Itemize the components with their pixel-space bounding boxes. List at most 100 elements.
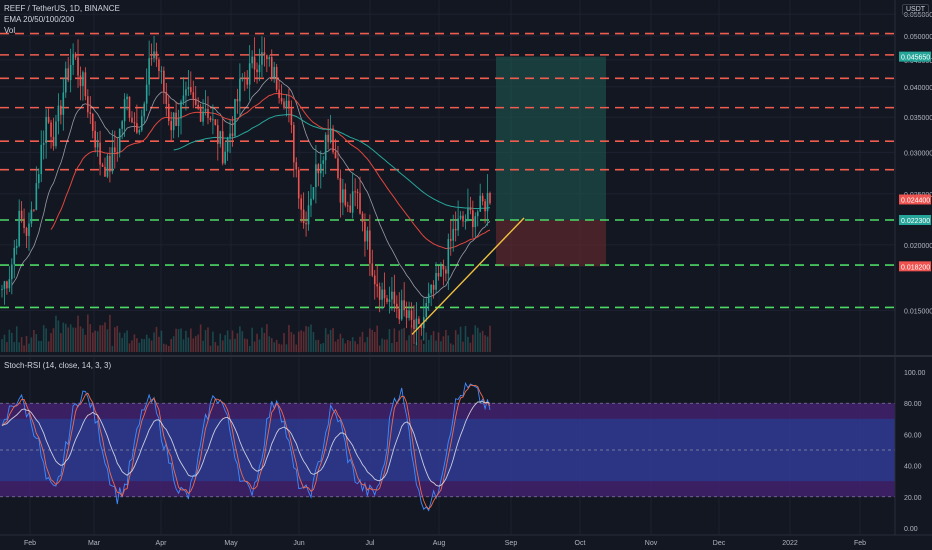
trendline[interactable] — [411, 217, 525, 335]
candle-body — [410, 310, 413, 320]
price-tick-label: 0.040000 — [904, 85, 932, 92]
volume-bar — [116, 325, 119, 352]
candle-body — [445, 269, 447, 274]
time-tick-label: May — [224, 540, 238, 547]
price-tag — [899, 194, 931, 205]
candle-body — [346, 205, 349, 207]
volume-bar — [243, 338, 246, 352]
candle-body — [484, 201, 486, 212]
candle-body — [317, 164, 320, 174]
candle-body — [322, 160, 325, 164]
price-tag — [899, 51, 931, 62]
volume-bar — [312, 331, 315, 352]
candle-body — [190, 87, 192, 93]
volume-bar — [6, 341, 8, 352]
volume-bar — [371, 329, 374, 352]
candle-body — [329, 128, 332, 142]
candle-body — [187, 87, 190, 90]
volume-bar — [344, 343, 347, 352]
candle-body — [464, 221, 467, 223]
volume-bar — [440, 341, 442, 352]
candle-body — [11, 264, 13, 280]
candle-body — [481, 195, 484, 202]
candle-body — [199, 108, 202, 122]
volume-bar — [322, 343, 325, 352]
horizontal-levels[interactable] — [0, 32, 895, 309]
candle-body — [440, 265, 442, 277]
candle-body — [180, 101, 182, 119]
volume-bar — [369, 328, 371, 352]
volume-bar — [398, 330, 401, 352]
candle-body — [442, 265, 445, 270]
volume-bar — [241, 331, 244, 352]
candle-body — [217, 125, 219, 144]
candle-body — [302, 209, 305, 224]
volume-bar — [148, 338, 150, 352]
candle-body — [403, 300, 405, 311]
ema-legend[interactable]: EMA 20/50/100/200 — [4, 15, 75, 24]
candle-body — [283, 101, 285, 109]
volume-bar — [449, 343, 452, 352]
volume-bar — [403, 327, 405, 352]
time-tick-label: Jul — [366, 540, 375, 547]
long-position-box[interactable] — [496, 56, 606, 267]
candle-body — [42, 143, 45, 145]
candle-body — [140, 116, 143, 131]
candle-body — [256, 69, 258, 73]
volume-bar — [474, 325, 477, 352]
currency-label[interactable]: USDT — [902, 4, 930, 15]
volume-bar — [52, 328, 55, 352]
volume-bar — [60, 333, 62, 352]
candle-body — [94, 130, 96, 148]
volume-bar — [413, 345, 415, 352]
candle-body — [160, 70, 163, 72]
volume-bar — [467, 336, 469, 352]
volume-bar — [351, 337, 354, 352]
volume-bar — [28, 343, 30, 352]
candle-body — [234, 99, 236, 136]
stoch-rsi-tick-label: 0.00 — [904, 526, 918, 533]
candle-body — [99, 142, 101, 165]
volume-bar — [190, 328, 192, 352]
candle-body — [432, 284, 435, 290]
candle-body — [258, 64, 261, 73]
candle-body — [266, 55, 268, 60]
volume-bar — [391, 343, 393, 352]
volume-bar — [445, 330, 447, 352]
candle-body — [202, 111, 204, 122]
candle-body — [273, 66, 275, 79]
symbol-legend[interactable]: REEF / TetherUS, 1D, BINANCE — [4, 4, 120, 13]
candle-body — [33, 209, 35, 211]
volume-bar — [15, 326, 18, 352]
candle-body — [236, 99, 239, 102]
time-tick-label: Sep — [505, 540, 518, 547]
volume-bar — [94, 330, 96, 352]
candle-body — [278, 89, 280, 99]
price-tick-label: 0.055000 — [904, 12, 932, 19]
candle-body — [467, 207, 469, 222]
volume-bar — [1, 339, 3, 352]
candle-body — [400, 300, 403, 320]
candle-body — [165, 92, 168, 104]
stoch-rsi-legend[interactable]: Stoch-RSI (14, close, 14, 3, 3) — [4, 361, 112, 370]
candle-body — [104, 166, 106, 177]
price-tag — [899, 261, 931, 272]
time-tick-label: Mar — [88, 540, 101, 547]
volume-legend[interactable]: Vol — [4, 26, 16, 35]
volume-bar — [364, 342, 366, 352]
candle-body — [239, 78, 241, 102]
candle-body — [172, 112, 175, 131]
volume-bar — [69, 324, 72, 352]
candle-body — [437, 272, 440, 277]
volume-bar — [239, 326, 241, 352]
volume-bar — [160, 330, 163, 352]
volume-bar — [47, 341, 50, 352]
candle-body — [472, 210, 474, 228]
volume-bar — [136, 338, 138, 352]
candle-body — [371, 263, 374, 276]
volume-bar — [489, 325, 491, 352]
volume-bar — [67, 327, 70, 352]
volume-bar — [202, 340, 204, 352]
volume-bar — [293, 334, 295, 352]
volume-bar — [305, 326, 307, 352]
